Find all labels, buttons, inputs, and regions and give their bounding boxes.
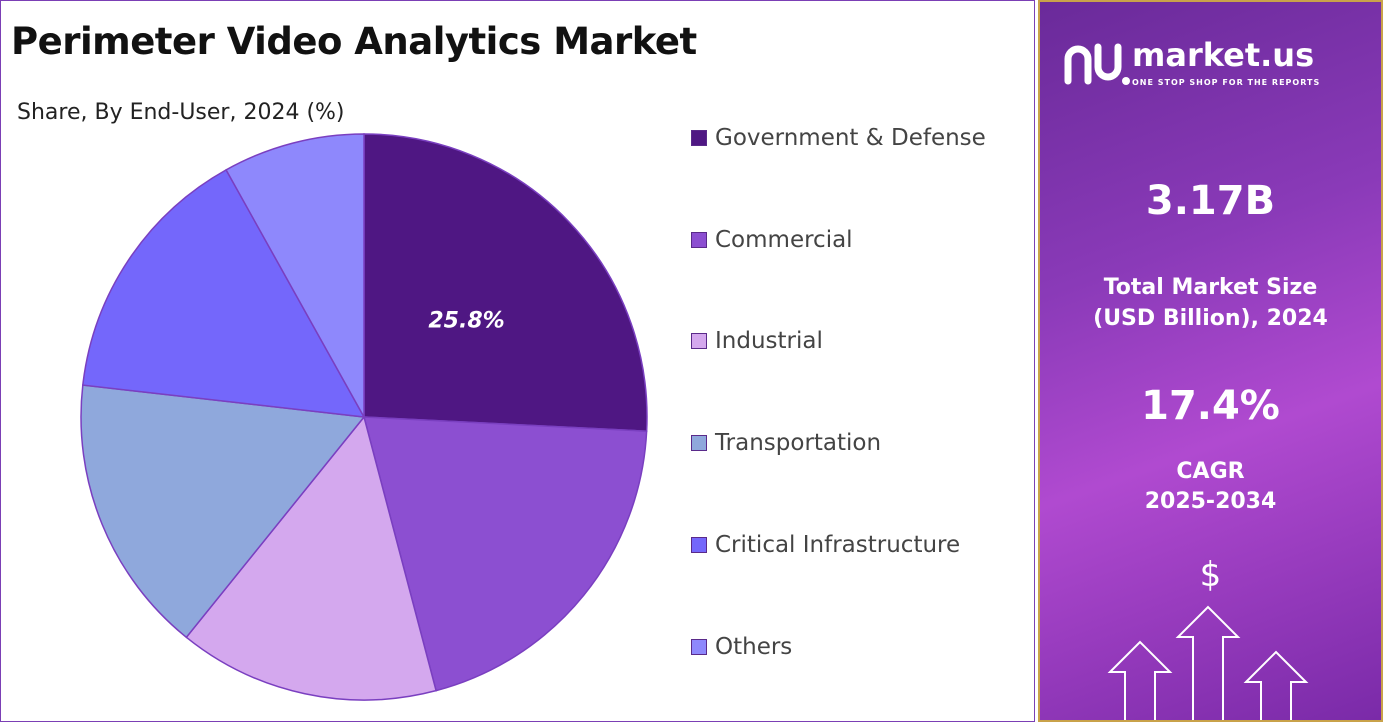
legend-item: Government & Defense [691, 123, 986, 153]
legend-swatch [691, 231, 707, 248]
legend-swatch [691, 130, 707, 146]
legend-item: Industrial [691, 326, 823, 356]
pie-slice-commercial [363, 416, 648, 692]
legend-label: Transportation [715, 430, 882, 457]
brand-tagline: ONE STOP SHOP FOR THE REPORTS [1132, 78, 1321, 87]
stats-panel: market.us ONE STOP SHOP FOR THE REPORTS … [1038, 0, 1383, 722]
chart-frame: Perimeter Video Analytics Market Share, … [0, 0, 1035, 722]
pie-slice-industrial [185, 415, 438, 701]
chart-title: Perimeter Video Analytics Market [11, 20, 697, 63]
legend-item: Critical Infrastructure [691, 530, 960, 560]
growth-arrows-icon [1107, 605, 1309, 720]
cagr-label-1: CAGR [1176, 459, 1245, 484]
legend-label: Commercial [715, 226, 853, 253]
market-size-label-2: (USD Billion), 2024 [1093, 306, 1328, 331]
pie-slice-transportation [80, 384, 366, 639]
legend-label: Government & Defense [715, 125, 986, 151]
market-us-logo: market.us ONE STOP SHOP FOR THE REPORTS [1062, 36, 1320, 87]
market-size-label-1: Total Market Size [1103, 275, 1318, 300]
pie-slice-government-defense [363, 133, 648, 433]
legend-label: Industrial [715, 328, 823, 355]
cagr-value: 17.4% [1141, 383, 1280, 429]
pie-chart: 25.8% [80, 133, 648, 701]
pie-slice-others [225, 133, 365, 420]
legend-label: Critical Infrastructure [715, 531, 961, 558]
market-size-value: 3.17B [1145, 178, 1276, 224]
cagr-label-2: 2025-2034 [1144, 489, 1277, 514]
chart-subtitle: Share, By End-User, 2024 (%) [17, 100, 345, 125]
logo-icon [1064, 43, 1130, 85]
legend-swatch [691, 536, 707, 553]
legend-swatch [691, 638, 707, 655]
brand-name: market.us [1132, 36, 1315, 74]
legend-item: Transportation [691, 428, 881, 458]
data-label: 25.8% [428, 308, 504, 333]
legend-swatch [691, 435, 707, 452]
legend-item: Others [691, 632, 792, 662]
pie-slice-critical-infrastructure [81, 168, 366, 418]
dollar-icon: $ [1199, 555, 1222, 595]
legend-label: Others [715, 633, 793, 660]
legend-item: Commercial [691, 225, 853, 255]
legend-swatch [691, 333, 707, 350]
